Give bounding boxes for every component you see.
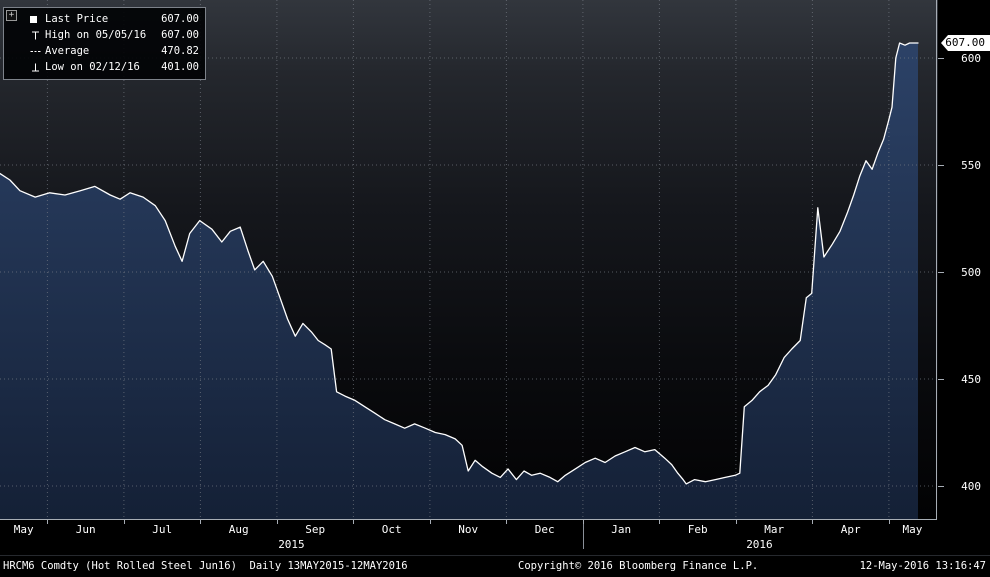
y-tick-label: 400: [961, 479, 981, 493]
status-bar: HRCM6 Comdty (Hot Rolled Steel Jun16) Da…: [0, 555, 990, 577]
month-label: Aug: [228, 523, 249, 536]
month-label: Sep: [305, 523, 326, 536]
x-tick-mark: [353, 520, 355, 524]
chart-legend: + Last Price 607.00 High on 05/05/16 607…: [3, 7, 206, 80]
legend-value: 470.82: [161, 45, 199, 57]
legend-label: High on 05/05/16: [45, 29, 147, 41]
x-tick-mark: [123, 520, 125, 524]
month-label: Apr: [840, 523, 861, 536]
month-label: May: [13, 523, 34, 536]
legend-label: Average: [45, 45, 90, 57]
high-tick-icon: [30, 30, 45, 41]
month-label: Oct: [381, 523, 402, 536]
month-label: Nov: [458, 523, 479, 536]
legend-value: 607.00: [161, 13, 199, 25]
legend-value: 607.00: [161, 29, 199, 41]
low-tick-icon: [30, 62, 45, 73]
legend-label: Low on 02/12/16: [45, 61, 140, 73]
security-description: HRCM6 Comdty (Hot Rolled Steel Jun16) Da…: [3, 560, 408, 572]
legend-label: Last Price: [45, 13, 109, 25]
legend-row-high[interactable]: High on 05/05/16 607.00: [10, 27, 199, 43]
x-tick-mark: [812, 520, 814, 524]
x-tick-mark: [200, 520, 202, 524]
x-tick-mark: [735, 520, 737, 524]
month-label: Feb: [687, 523, 708, 536]
y-tick-mark: [938, 165, 944, 166]
month-label: Dec: [534, 523, 555, 536]
price-area: [0, 43, 918, 520]
x-axis: May Jun Jul Aug Sep Oct Nov Dec Jan Feb Mar Apr May 2…: [0, 520, 938, 555]
x-tick-mark: [506, 520, 508, 524]
copyright-text: Copyright© 2016 Bloomberg Finance L.P.: [518, 560, 759, 572]
price-chart-canvas[interactable]: + Last Price 607.00 High on 05/05/16 607…: [0, 0, 938, 520]
x-tick-mark: [47, 520, 49, 524]
last-price-tag[interactable]: 607.00: [941, 35, 990, 51]
y-tick-mark: [938, 379, 944, 380]
legend-row-last-price[interactable]: Last Price 607.00: [10, 11, 199, 27]
legend-row-average[interactable]: Average 470.82: [10, 43, 199, 59]
year-label: 2016: [746, 538, 773, 551]
average-dashed-icon: [30, 46, 45, 57]
y-tick-mark: [938, 272, 944, 273]
month-label: Jun: [75, 523, 96, 536]
month-label: Jan: [611, 523, 632, 536]
month-label: Jul: [152, 523, 173, 536]
month-label: Mar: [764, 523, 785, 536]
x-tick-mark: [582, 520, 584, 524]
y-tick-label: 450: [961, 372, 981, 386]
x-tick-mark: [888, 520, 890, 524]
y-tick-label: 600: [961, 51, 981, 65]
year-label: 2015: [278, 538, 305, 551]
year-divider-line: [582, 520, 584, 549]
legend-collapse-button[interactable]: +: [6, 10, 17, 21]
timestamp: 12-May-2016 13:16:47: [859, 560, 986, 572]
last-price-square-icon: [30, 15, 45, 23]
y-tick-mark: [938, 486, 944, 487]
legend-value: 401.00: [161, 61, 199, 73]
y-tick-label: 550: [961, 158, 981, 172]
legend-row-low[interactable]: Low on 02/12/16 401.00: [10, 59, 199, 75]
x-tick-mark: [659, 520, 661, 524]
y-tick-mark: [938, 58, 944, 59]
y-tick-label: 500: [961, 265, 981, 279]
x-tick-mark: [429, 520, 431, 524]
price-line: [0, 42, 919, 485]
x-tick-mark: [276, 520, 278, 524]
y-axis: 607.00 400 450 500 550 600: [938, 0, 990, 520]
month-label: May: [902, 523, 923, 536]
